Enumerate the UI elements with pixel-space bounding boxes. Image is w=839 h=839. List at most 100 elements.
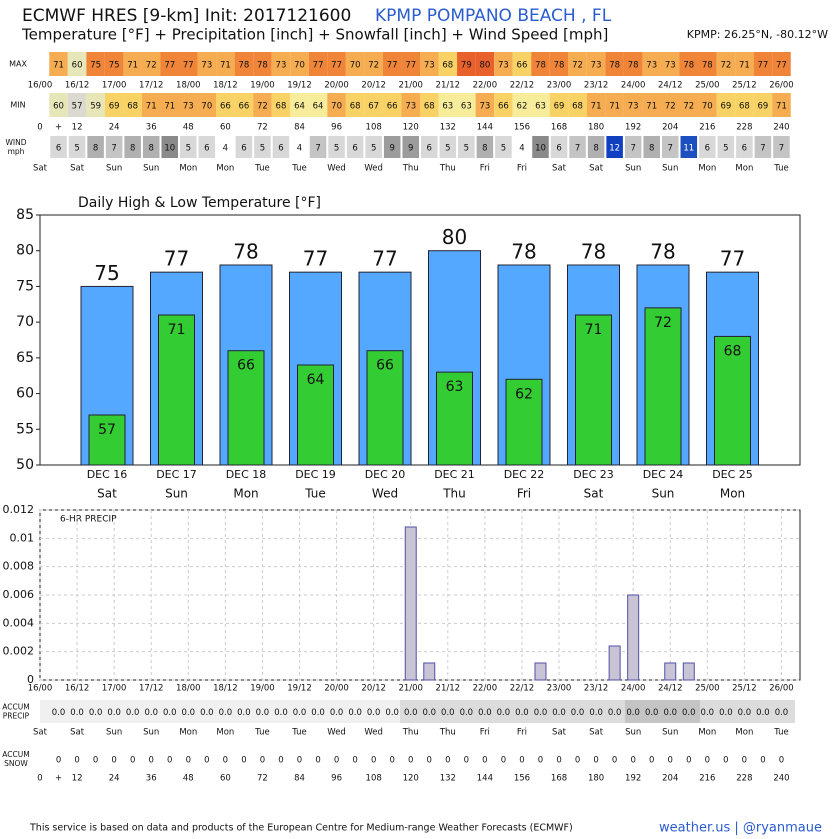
strip-value: 60	[72, 61, 83, 71]
strip-axis-label: Sun	[625, 728, 641, 738]
strip-axis-label: Mon	[179, 728, 197, 738]
strip-value: 0	[186, 756, 191, 766]
bar	[88, 414, 126, 466]
strip-value: 63	[461, 102, 472, 112]
strip-axis-label: 36	[146, 123, 157, 133]
strip-axis-label: 26/00	[769, 81, 794, 91]
strip-value: 5	[74, 144, 79, 154]
x-tick-label: 24/00	[621, 684, 646, 694]
strip-cell	[753, 52, 773, 76]
strip-axis-label: Wed	[327, 164, 346, 174]
strip-value: 0	[93, 756, 98, 766]
strip-value: 0.0	[107, 708, 121, 718]
strip-cell	[421, 136, 438, 158]
x-tick-sublabel: Thu	[442, 487, 466, 501]
strip-value: 4	[519, 144, 524, 154]
bar	[505, 378, 543, 466]
strip-axis-label: 48	[183, 774, 194, 784]
strip-value: 80	[479, 61, 490, 71]
strip-value: 0	[74, 756, 79, 766]
strip-axis-label: 108	[366, 123, 382, 133]
strip-value: 72	[257, 102, 268, 112]
strip-value: 72	[720, 61, 731, 71]
strip-value: 77	[164, 61, 175, 71]
strip-axis-label: 60	[220, 774, 231, 784]
strip-cell	[605, 93, 624, 117]
strip-cell	[549, 52, 569, 76]
strip-cell	[420, 93, 439, 117]
strip-value: 6	[705, 144, 710, 154]
strip-axis-label: 21/00	[398, 81, 423, 91]
x-tick-label: 20/12	[361, 684, 386, 694]
strip-value: 0.0	[478, 708, 492, 718]
bar	[436, 371, 473, 466]
strip-value: 0	[111, 756, 116, 766]
strip-axis-label: Thu	[402, 164, 419, 174]
strip-value: 0.0	[144, 708, 158, 718]
value-label: 72	[654, 315, 672, 331]
strip-value: 6	[352, 144, 357, 154]
strip-cell	[568, 52, 587, 76]
strip-value: 63	[535, 102, 546, 112]
plot-frame	[39, 214, 801, 466]
strip-axis-label: 22/00	[473, 81, 498, 91]
strip-cell	[736, 136, 753, 158]
strip-value: 10	[164, 144, 175, 154]
x-tick-label: 16/00	[28, 684, 53, 694]
strip-cell	[49, 93, 68, 117]
strip-cell	[235, 136, 253, 158]
strip-axis-label: 132	[440, 774, 456, 784]
strip-axis-label: 20/00	[324, 81, 349, 91]
strip-value: 0.0	[256, 708, 270, 718]
bar	[682, 662, 695, 681]
value-label: 66	[376, 358, 394, 374]
value-label: 78	[511, 240, 536, 264]
strip-value: 0	[334, 756, 339, 766]
strip-cell	[623, 93, 643, 117]
strip-cell	[680, 136, 698, 158]
strip-axis-label: Sun	[143, 728, 159, 738]
strip-value: 0	[149, 756, 154, 766]
strip-axis-label: 72	[257, 774, 268, 784]
strip-value: 0.0	[52, 708, 66, 718]
strip-value: 4	[223, 144, 228, 154]
strip-value: 68	[276, 102, 287, 112]
strip-value: 77	[387, 61, 398, 71]
strip-value: 72	[572, 61, 583, 71]
strip-cell	[754, 136, 772, 158]
strip-axis-label: Sun	[106, 164, 122, 174]
x-tick-label: 16/12	[65, 684, 90, 694]
x-tick-sublabel: Wed	[372, 487, 398, 501]
strip-axis-label: Sun	[106, 728, 122, 738]
strip-cell	[439, 136, 457, 158]
strip-value: 6	[278, 144, 283, 154]
x-tick-label: 18/00	[176, 684, 201, 694]
strip-value: 0	[723, 756, 728, 766]
strip-axis-label: Sat	[552, 164, 567, 174]
strip-cell	[716, 52, 736, 76]
strip-axis-label: 180	[588, 774, 604, 784]
strip-value: 6	[742, 144, 747, 154]
strip-axis-label: Mon	[216, 164, 234, 174]
y-tick-label: 65	[16, 350, 34, 366]
strip-axis-label: 96	[331, 123, 342, 133]
strip-value: 77	[331, 61, 342, 71]
strip-axis-label: 240	[773, 123, 789, 133]
strip-value: 78	[554, 61, 565, 71]
strip-axis-label: Sat	[33, 728, 48, 738]
strip-value: 7	[111, 144, 116, 154]
y-tick-label: 70	[16, 314, 34, 330]
strip-axis-label: Fri	[517, 728, 527, 738]
strip-cell	[50, 136, 67, 158]
strip-value: 70	[331, 102, 342, 112]
value-label: 78	[650, 240, 675, 264]
strip-cell	[253, 93, 272, 117]
strip-cell	[512, 93, 532, 117]
strip-value: 0.0	[367, 708, 381, 718]
strip-value: 67	[368, 102, 379, 112]
strip-value: 73	[183, 102, 194, 112]
bar	[664, 662, 677, 681]
x-tick-label: 22/12	[510, 684, 535, 694]
strip-cell	[513, 136, 531, 158]
